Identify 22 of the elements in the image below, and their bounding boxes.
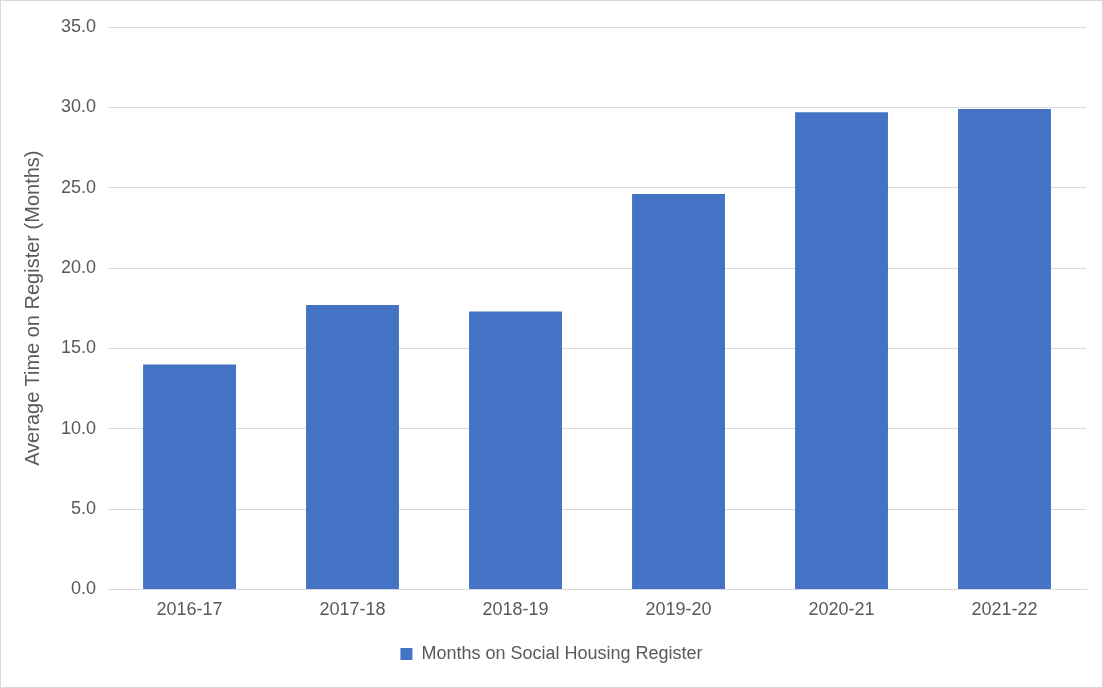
x-tick-label: 2020-21 bbox=[808, 599, 875, 620]
bar bbox=[795, 112, 888, 589]
x-tick-label: 2021-22 bbox=[971, 599, 1038, 620]
bar bbox=[958, 108, 1051, 589]
x-tick-label: 2016-17 bbox=[156, 599, 223, 620]
legend-label: Months on Social Housing Register bbox=[421, 642, 703, 663]
bar bbox=[306, 304, 399, 589]
y-tick-label: 35.0 bbox=[60, 15, 97, 36]
y-tick-label: 15.0 bbox=[60, 337, 97, 358]
y-axis-title: Average Time on Register (Months) bbox=[20, 150, 43, 466]
x-tick-label: 2017-18 bbox=[319, 599, 386, 620]
bar bbox=[143, 364, 236, 589]
x-tick-label: 2018-19 bbox=[482, 599, 549, 620]
y-tick-label: 10.0 bbox=[60, 417, 97, 438]
y-tick-label: 0.0 bbox=[71, 578, 97, 599]
bar bbox=[632, 194, 725, 589]
bar bbox=[469, 311, 562, 589]
y-tick-label: 5.0 bbox=[71, 498, 97, 519]
y-tick-label: 25.0 bbox=[60, 176, 97, 197]
y-tick-label: 20.0 bbox=[60, 257, 97, 277]
y-tick-label: 30.0 bbox=[60, 96, 97, 117]
x-tick-label: 2019-20 bbox=[645, 599, 712, 620]
